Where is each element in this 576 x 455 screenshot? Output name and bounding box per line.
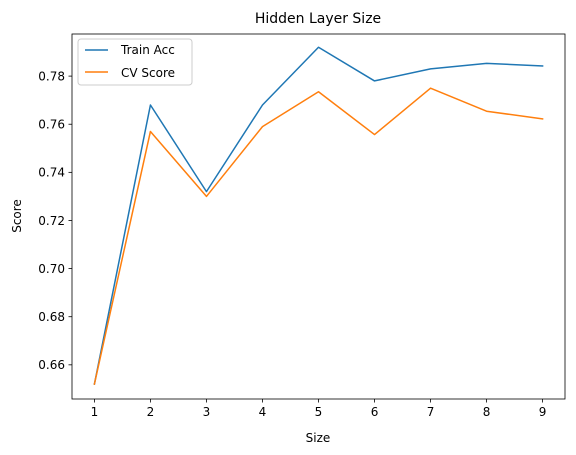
legend-label-cv-score: CV Score	[121, 66, 175, 80]
y-tick-label: 0.74	[38, 166, 65, 180]
y-tick-label: 0.66	[38, 358, 65, 372]
series-lines	[93, 46, 544, 385]
y-tick-label: 0.72	[38, 214, 65, 228]
series-line-cv-score	[93, 87, 544, 385]
x-tick-label: 6	[371, 405, 379, 419]
x-tick-label: 9	[539, 405, 547, 419]
x-tick-label: 5	[315, 405, 323, 419]
x-tick-label: 3	[203, 405, 211, 419]
y-tick-label: 0.76	[38, 118, 65, 132]
chart-title: Hidden Layer Size	[255, 11, 381, 27]
plot-area	[71, 33, 566, 400]
series-line-train-acc	[93, 46, 544, 385]
y-tick-label: 0.78	[38, 69, 65, 83]
plot-frame	[71, 33, 566, 400]
x-tick-label: 7	[427, 405, 435, 419]
legend: Train Acc CV Score	[77, 38, 193, 86]
y-tick-label: 0.68	[38, 310, 65, 324]
y-axis-label: Score	[10, 199, 24, 233]
x-tick-label: 2	[147, 405, 155, 419]
legend-label-train-acc: Train Acc	[120, 43, 175, 57]
y-axis: 0.66 0.68 0.70 0.72 0.74 0.76 0.78	[38, 69, 72, 372]
y-tick-label: 0.70	[38, 262, 65, 276]
x-tick-label: 1	[91, 405, 99, 419]
x-axis-label: Size	[306, 431, 331, 445]
x-tick-label: 4	[259, 405, 267, 419]
x-tick-label: 8	[483, 405, 491, 419]
x-axis: 1 2 3 4 5 6 7 8 9	[91, 399, 547, 419]
